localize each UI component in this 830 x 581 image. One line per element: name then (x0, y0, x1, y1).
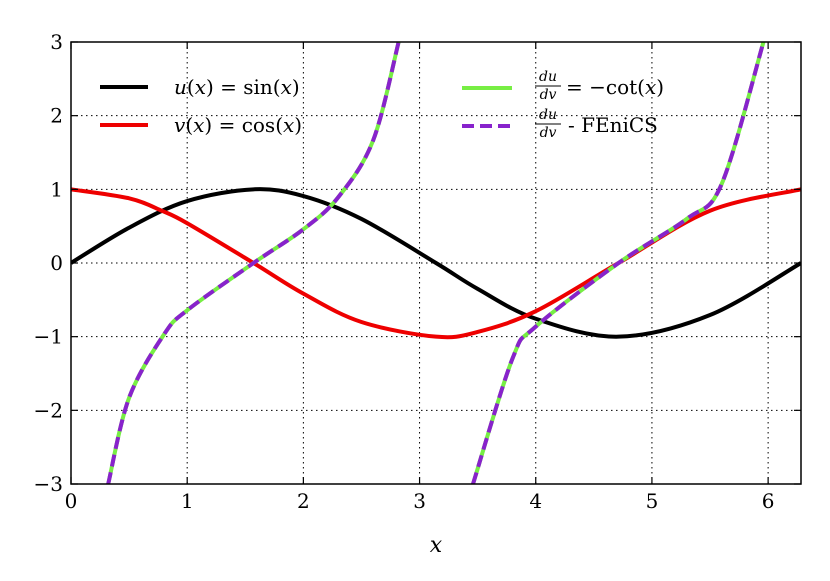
x-tick-label: 3 (413, 489, 426, 513)
legend-label-sin: u(x) = sin(x) (174, 75, 300, 99)
series-fenics-line (106, 42, 766, 484)
legend-entry-fenics: du dv - FEniCS (462, 107, 658, 141)
x-tick-label: 4 (529, 489, 542, 513)
x-tick-label: 2 (297, 489, 310, 513)
x-tick-label: 1 (181, 489, 194, 513)
y-tick-label: −3 (34, 472, 63, 496)
legend-label-fenics: - FEniCS (568, 113, 658, 137)
legend: u(x) = sin(x) v(x) = cos(x) du dv = −cot… (100, 69, 664, 141)
y-tick-label: 2 (50, 104, 63, 128)
legend-frac-num-fenics: du (539, 107, 557, 123)
y-tick-label: 1 (50, 177, 63, 201)
y-tick-label: 3 (50, 30, 63, 54)
legend-entry-sin: u(x) = sin(x) (100, 75, 300, 99)
legend-label-cos: v(x) = cos(x) (174, 113, 302, 137)
y-tick-label: 0 (50, 251, 63, 275)
legend-frac-den-fenics: dv (540, 125, 557, 141)
x-tick-label: 5 (646, 489, 659, 513)
x-tick-label: 0 (65, 489, 78, 513)
legend-frac-den-cot: dv (540, 87, 557, 103)
legend-entry-cot: du dv = −cot(x) (462, 69, 664, 103)
series-sin-line (71, 187, 801, 339)
y-tick-label: −1 (34, 325, 63, 349)
x-tick-label: 6 (762, 489, 775, 513)
y-tick-label: −2 (34, 398, 63, 422)
x-axis-label: x (430, 533, 443, 558)
ticks: 0 1 2 3 4 5 6 −3 −2 −1 0 1 2 3 (34, 30, 801, 513)
legend-label-cot: = −cot(x) (566, 75, 664, 99)
series-group (71, 42, 801, 484)
legend-frac-num-cot: du (539, 69, 557, 85)
legend-entry-cos: v(x) = cos(x) (100, 113, 302, 137)
